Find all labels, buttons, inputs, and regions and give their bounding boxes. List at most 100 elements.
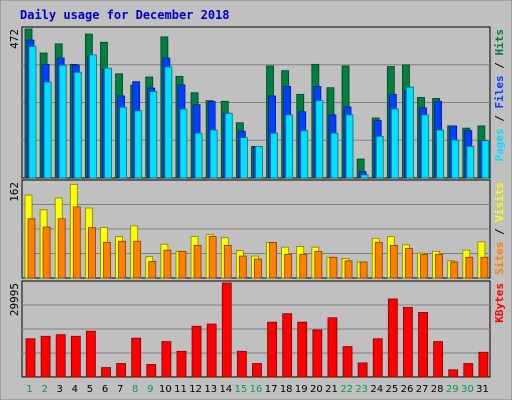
bar-kbytes: [176, 350, 187, 378]
day-label: 23: [355, 384, 368, 395]
bar-pages: [88, 54, 97, 179]
bar-kbytes: [116, 363, 126, 378]
bar-pages: [164, 66, 173, 179]
bar-pages: [436, 129, 445, 179]
bar-kbytes: [448, 369, 459, 378]
bar-pages: [209, 129, 218, 179]
legend-pages: Pages: [493, 128, 506, 161]
bar-sites: [299, 253, 308, 279]
bar-kbytes: [372, 338, 383, 378]
bar-sites: [103, 242, 111, 279]
bar-pages: [28, 45, 37, 179]
day-label: 10: [159, 384, 172, 395]
bar-kbytes: [327, 317, 338, 378]
legend-files: Files: [493, 75, 506, 108]
bar-sites: [254, 258, 262, 279]
bar-sites: [178, 250, 187, 279]
bar-sites: [284, 253, 293, 279]
day-label: 4: [72, 384, 78, 395]
bar-pages: [43, 81, 52, 179]
bar-sites: [450, 261, 459, 279]
bar-pages: [330, 132, 339, 179]
bar-sites: [72, 206, 81, 279]
day-label: 3: [57, 384, 63, 395]
bar-pages: [285, 114, 294, 179]
bar-sites: [27, 218, 36, 279]
day-label: 5: [87, 384, 93, 395]
bar-pages: [360, 174, 369, 179]
bar-sites: [57, 218, 66, 279]
bar-kbytes: [101, 367, 111, 378]
panel-legend: Pages / Files / Hits: [493, 29, 506, 162]
panel-kbytes: 29995 KBytes: [8, 280, 506, 378]
bar-kbytes: [161, 341, 172, 378]
day-label: 30: [461, 384, 474, 395]
bar-pages: [315, 100, 324, 179]
bar-pages: [375, 135, 384, 179]
day-label: 8: [132, 384, 138, 395]
day-label: 18: [280, 384, 293, 395]
bar-kbytes: [236, 350, 247, 378]
bar-sites: [163, 249, 172, 279]
bar-pages: [255, 146, 263, 179]
panel-hits: 472 Pages / Files / Hits: [8, 26, 506, 179]
bar-kbytes: [25, 338, 36, 378]
bar-pages: [390, 108, 399, 179]
bar-kbytes: [70, 335, 81, 378]
legend-kbytes: KBytes: [493, 283, 506, 323]
bar-pages: [194, 132, 203, 179]
bar-kbytes: [267, 321, 277, 378]
day-label: 9: [147, 384, 153, 395]
bar-kbytes: [221, 282, 232, 378]
day-label: 16: [250, 384, 263, 395]
bar-kbytes: [131, 337, 142, 378]
bar-sites: [133, 240, 142, 279]
bar-pages: [481, 140, 490, 179]
legend-hits: Hits: [493, 29, 506, 56]
bar-kbytes: [85, 330, 96, 378]
bar-sites: [269, 242, 277, 279]
bar-sites: [480, 256, 489, 279]
bar-sites: [87, 227, 96, 279]
y-max-label: 162: [8, 182, 21, 202]
bar-pages: [149, 91, 158, 179]
bar-pages: [104, 67, 112, 179]
day-label: 20: [310, 384, 323, 395]
bar-kbytes: [478, 351, 489, 378]
bar-kbytes: [206, 323, 217, 378]
bar-pages: [58, 64, 67, 179]
day-label: 1: [26, 384, 32, 395]
bar-sites: [118, 240, 126, 279]
bar-sites: [193, 245, 202, 279]
bar-kbytes: [312, 329, 323, 378]
day-label: 31: [476, 384, 489, 395]
bar-kbytes: [40, 335, 51, 378]
legend-sites: Sites: [493, 242, 506, 275]
y-max-label: 29995: [8, 283, 21, 316]
bar-pages: [119, 106, 127, 179]
bar-kbytes: [342, 346, 353, 378]
chart-panels: 472 Pages / Files / Hits 162 Sites / Visits…: [8, 26, 506, 378]
bar-pages: [421, 114, 429, 179]
bar-kbytes: [146, 364, 157, 378]
legend-visits: Visits: [493, 182, 506, 222]
bar-sites: [42, 226, 51, 279]
day-labels: 1 2 3 4 5 6 7 8 9 10 11 12 13 14 15 16 17 18 19 20 21 22 23 24 2…: [26, 384, 488, 395]
bar-pages: [406, 86, 414, 179]
bar-pages: [300, 130, 309, 179]
bar-sites: [314, 250, 323, 279]
bar-pages: [224, 112, 233, 179]
legend-separator: /: [493, 109, 506, 129]
day-label: 14: [219, 384, 232, 395]
day-label: 21: [325, 384, 338, 395]
bar-sites: [223, 245, 232, 279]
bar-pages: [179, 108, 188, 179]
bar-sites: [208, 236, 217, 279]
bar-kbytes: [387, 298, 398, 378]
panel-legend: KBytes: [493, 283, 506, 323]
bar-sites: [238, 255, 247, 279]
bar-kbytes: [191, 325, 202, 378]
bar-pages: [466, 146, 475, 179]
bar-sites: [389, 245, 398, 279]
bar-sites: [374, 242, 383, 279]
